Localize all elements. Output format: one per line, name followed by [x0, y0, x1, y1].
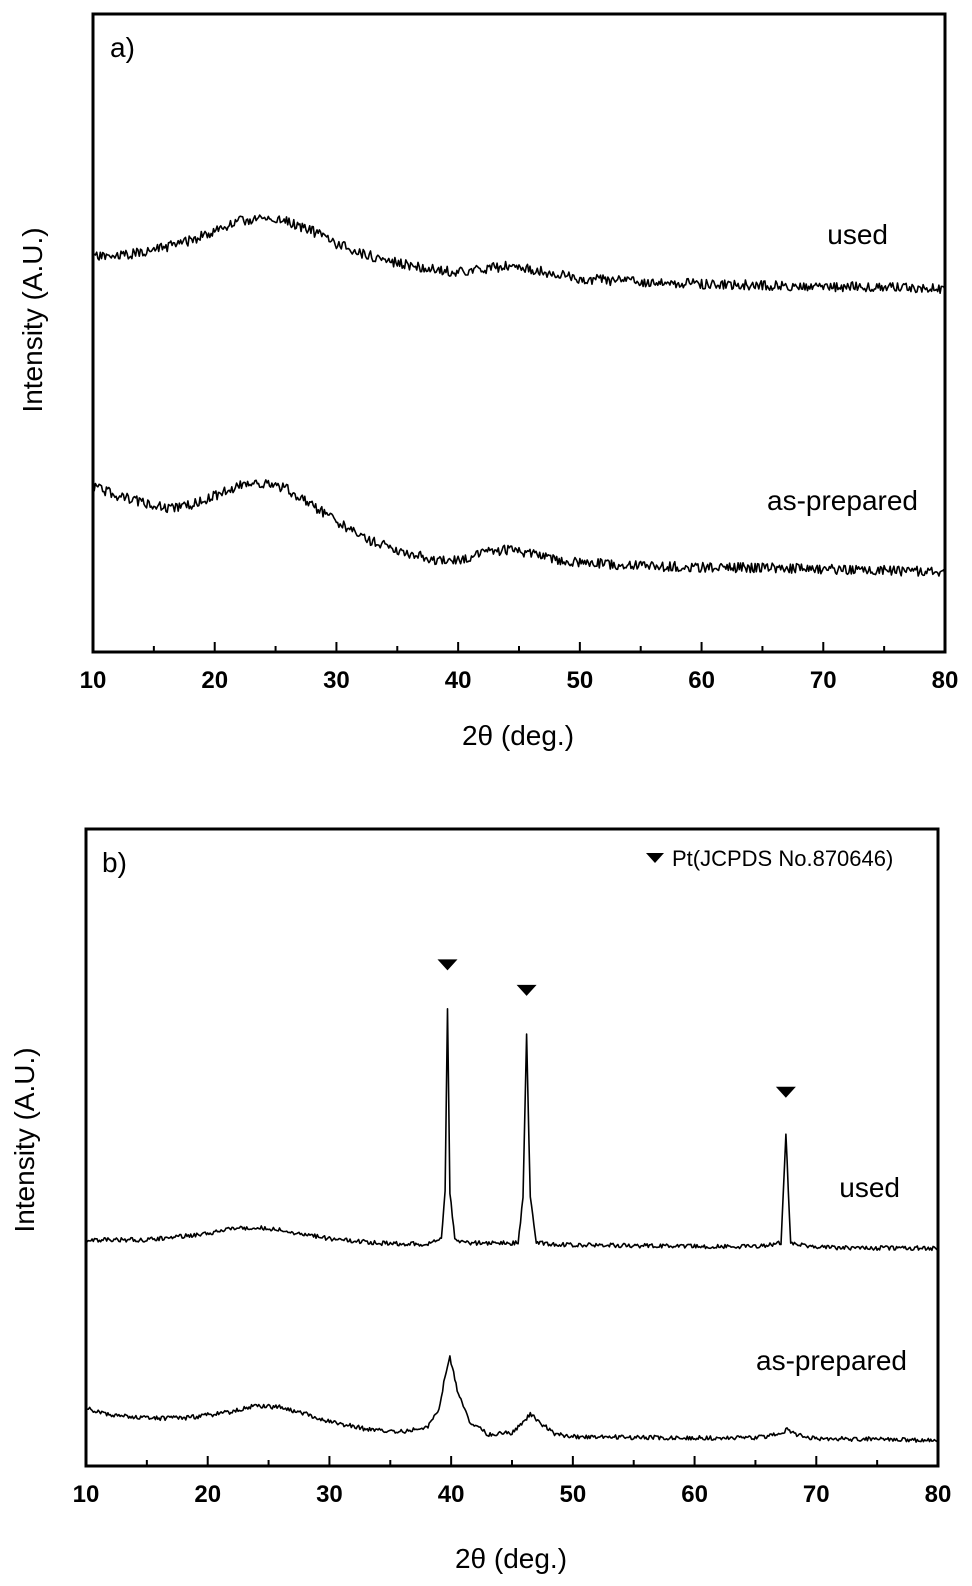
pt-peak-marker-icon	[437, 959, 458, 971]
panel-b-legend-marker-icon	[646, 853, 664, 863]
panel-a-series-used-line	[92, 214, 946, 294]
x-tick-label: 70	[810, 667, 837, 694]
pt-peak-marker-icon	[516, 984, 537, 996]
x-tick-label: 40	[438, 1481, 465, 1508]
x-tick-label: 40	[445, 667, 472, 694]
panel-a: a) Intensity (A.U.) 2θ (deg.) used as-pr…	[17, 12, 959, 751]
x-tick-label: 80	[932, 667, 959, 694]
panel-b-label: b)	[102, 847, 127, 878]
panel-b-series-used-line	[85, 1008, 939, 1252]
x-tick-label: 50	[567, 667, 594, 694]
x-tick-label: 60	[688, 667, 715, 694]
panel-a-ylabel: Intensity (A.U.)	[17, 227, 48, 412]
x-tick-label: 50	[560, 1481, 587, 1508]
x-tick-label: 20	[201, 667, 228, 694]
pt-peak-marker-icon	[775, 1086, 796, 1098]
panel-a-label: a)	[110, 32, 135, 63]
x-tick-label: 10	[73, 1481, 100, 1508]
panel-b-xlabel: 2θ (deg.)	[455, 1543, 567, 1574]
x-tick-label: 10	[80, 667, 107, 694]
panel-a-series-used-label: used	[827, 219, 888, 250]
panel-a-frame	[91, 12, 947, 654]
x-tick-label: 60	[681, 1481, 708, 1508]
panel-b: b) Intensity (A.U.) 2θ (deg.) used as-pr…	[9, 827, 952, 1574]
panel-b-series-as-prepared-line	[85, 1355, 939, 1443]
panel-b-x-ticks: 10 20 30 40 50 60 70 80	[73, 1456, 952, 1508]
panel-a-series-as-prepared-line	[92, 479, 946, 578]
panel-b-series-used-label: used	[839, 1172, 900, 1203]
panel-b-ylabel: Intensity (A.U.)	[9, 1047, 40, 1232]
x-tick-label: 80	[925, 1481, 952, 1508]
x-tick-label: 30	[323, 667, 350, 694]
x-tick-label: 30	[316, 1481, 343, 1508]
x-tick-label: 20	[194, 1481, 221, 1508]
panel-a-x-ticks: 10 20 30 40 50 60 70 80	[80, 642, 959, 694]
x-tick-label: 70	[803, 1481, 830, 1508]
panel-b-series-as-prepared-label: as-prepared	[756, 1345, 907, 1376]
panel-b-reference-markers	[437, 959, 796, 1098]
panel-a-series-as-prepared-label: as-prepared	[767, 485, 918, 516]
panel-b-legend-text: Pt(JCPDS No.870646)	[672, 846, 893, 871]
panel-a-xlabel: 2θ (deg.)	[462, 720, 574, 751]
